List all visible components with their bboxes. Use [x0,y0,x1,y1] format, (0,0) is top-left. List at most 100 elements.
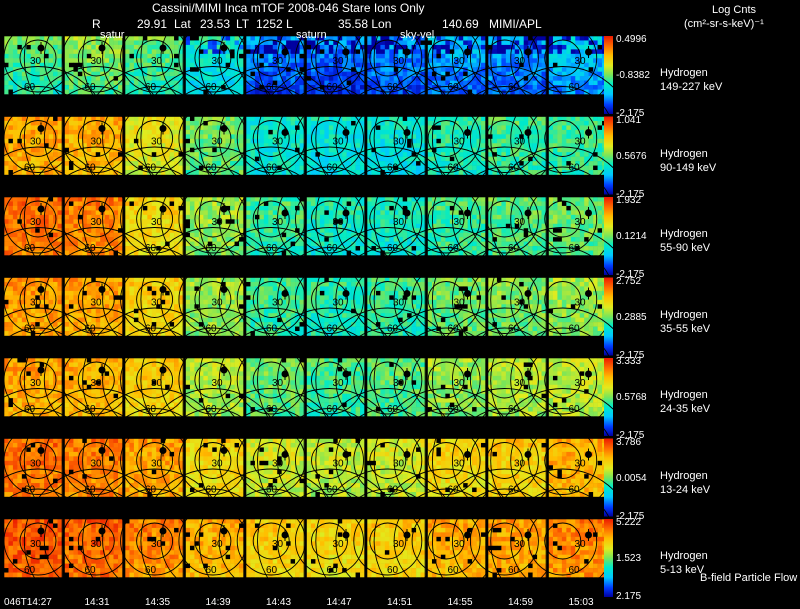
contour-label: 60 [85,485,97,496]
colorbar-min-value: -2.175 [616,108,645,119]
contour-label: 90 [522,261,534,272]
energy-label: 5-13 keV [660,564,705,576]
contour-label: 90 [583,181,595,192]
contour-label: 90 [462,422,474,433]
contour-label: 60 [327,163,339,174]
colorbar-mid-value: 0.5768 [616,392,647,403]
contour-label: 90 [401,261,413,272]
colorbar-min-value: -2.175 [616,188,645,200]
contour-label: 30 [30,539,42,550]
contour-label: 60 [85,243,97,254]
contour-label: 90 [583,583,595,594]
contour-label: 60 [327,565,339,576]
contour-label: 30 [393,459,405,470]
contour-label: 30 [454,137,466,148]
contour-label: 30 [575,539,587,550]
contour-label: 90 [522,503,534,514]
contour-label: 30 [212,298,224,309]
contour-label: 90 [462,181,474,192]
contour-label: 90 [220,583,232,594]
contour-label: 30 [333,56,345,67]
energy-label: 90-149 keV [660,161,717,174]
contour-label: 90 [38,583,50,594]
species-label: Hydrogen [660,228,708,240]
contour-label: 90 [462,503,474,514]
contour-label: 90 [583,261,595,272]
contour-label: 30 [151,539,163,550]
time-tick-label: 14:31 [84,597,110,608]
contour-label: 30 [575,217,587,228]
contour-label: 30 [91,137,103,148]
contour-label: 60 [206,565,218,576]
contour-label: 60 [24,565,36,576]
contour-label: 30 [575,378,587,389]
time-tick-label: 14:47 [326,597,352,608]
contour-label: 90 [38,503,50,514]
contour-label: 30 [333,298,345,309]
r-value: 29.91 [137,17,168,31]
contour-label: 90 [280,100,292,111]
contour-label: 90 [401,422,413,433]
contour-label: 90 [401,342,413,353]
contour-label: 60 [206,485,218,496]
energy-label: 149-227 keV [660,81,723,93]
contour-label: 60 [145,565,157,576]
contour-label: 60 [145,485,157,496]
energy-label: 13-24 keV [660,483,711,496]
contour-label: 30 [30,298,42,309]
lat-value: 23.53 [200,17,231,31]
contour-label: 30 [212,459,224,470]
contour-label: 90 [280,422,292,433]
contour-label: 90 [583,100,595,111]
colorbar-max-value: 1.041 [616,114,642,126]
contour-label: 90 [159,100,171,111]
contour-label: 30 [212,217,224,228]
contour-label: 90 [159,181,171,192]
contour-label: 60 [145,163,157,174]
contour-label: 90 [280,583,292,594]
contour-label: 60 [85,163,97,174]
time-tick-label: 14:43 [266,597,292,608]
contour-label: 30 [333,217,345,228]
contour-label: 30 [333,539,345,550]
contour-label: 60 [206,82,218,93]
color-bar [604,116,613,195]
contour-label: 60 [387,485,399,496]
contour-label: 90 [220,100,232,111]
contour-label: 30 [454,298,466,309]
contour-label: 60 [206,163,218,174]
contour-label: 30 [91,459,103,470]
contour-label: 30 [454,539,466,550]
contour-label: 30 [575,459,587,470]
heatmap-panel: 30 60 90 [257,468,402,609]
contour-label: 60 [266,163,278,174]
contour-label: 60 [387,163,399,174]
energy-label: 55-90 keV [660,242,711,254]
color-bar [604,197,613,275]
contour-label: 30 [514,539,526,550]
color-bar [604,36,613,114]
contour-label: 30 [575,137,587,148]
contour-label: 60 [387,243,399,254]
contour-label: 60 [327,485,339,496]
colorbar-min-value: -2.175 [616,430,645,441]
units-title: Log Cnts [712,4,757,16]
time-tick-label: 14:39 [205,597,231,608]
contour-label: 30 [514,137,526,148]
contour-label: 30 [514,378,526,389]
contour-label: 90 [583,422,595,433]
contour-label: 30 [212,378,224,389]
contour-label: 60 [266,82,278,93]
lt-label: LT [236,17,250,31]
contour-label: 60 [266,485,278,496]
contour-label: 90 [583,342,595,353]
colorbar-max-value: 3.333 [616,356,642,367]
